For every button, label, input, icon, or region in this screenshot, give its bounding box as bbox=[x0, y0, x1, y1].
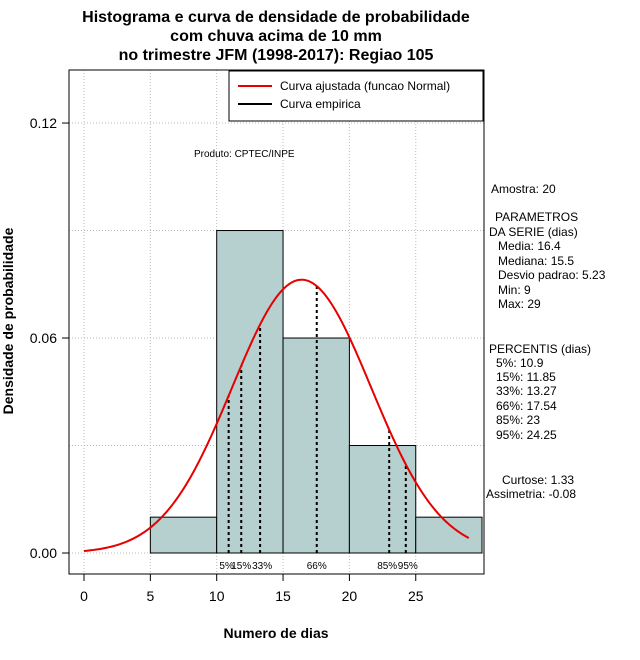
percentile-lines bbox=[227, 286, 407, 553]
x-axis-label: Numero de dias bbox=[223, 625, 328, 641]
y-axis: 0.00 0.06 0.12 bbox=[30, 115, 69, 561]
stat-sample: Amostra: 20 bbox=[491, 182, 556, 196]
percentile-label: 33% bbox=[252, 561, 272, 572]
x-tick-label: 0 bbox=[80, 588, 88, 604]
stat-max: Max: 29 bbox=[498, 297, 541, 311]
stat-media: Media: 16.4 bbox=[498, 239, 561, 253]
x-tick-label: 20 bbox=[342, 588, 358, 604]
stat-p95: 95%: 24.25 bbox=[496, 428, 557, 442]
stats-panel: Amostra: 20 PARAMETROS DA SERIE (dias) M… bbox=[486, 182, 606, 501]
stat-p33: 33%: 13.27 bbox=[496, 384, 557, 398]
stat-desvio: Desvio padrao: 5.23 bbox=[498, 268, 606, 282]
x-tick-label: 25 bbox=[408, 588, 424, 604]
histogram-bar bbox=[348, 445, 417, 554]
stat-mediana: Mediana: 15.5 bbox=[498, 254, 574, 268]
plot-frame bbox=[68, 69, 485, 575]
stat-assimetria: Assimetria: -0.08 bbox=[486, 487, 576, 501]
stat-p66: 66%: 17.54 bbox=[496, 399, 557, 413]
chart-title-line-2: com chuva acima de 10 mm bbox=[170, 28, 382, 45]
percentile-label: 5% bbox=[219, 561, 234, 572]
product-credit: Produto: CPTEC/INPE bbox=[194, 149, 295, 160]
percentile-label: 85% bbox=[377, 561, 397, 572]
stat-percentis-header: PERCENTIS (dias) bbox=[489, 342, 591, 356]
histogram-bar bbox=[149, 516, 218, 554]
histogram-bars bbox=[149, 230, 483, 554]
legend-label-fitted: Curva ajustada (funcao Normal) bbox=[280, 79, 450, 93]
stat-p5: 5%: 10.9 bbox=[496, 356, 544, 370]
stat-curtose: Curtose: 1.33 bbox=[502, 473, 574, 487]
x-axis: 0 5 10 15 20 25 bbox=[80, 574, 424, 604]
percentile-labels: 5%15% 33% 66% 85% 95% bbox=[219, 561, 417, 572]
stat-params-header-1: PARAMETROS bbox=[495, 210, 578, 224]
percentile-label: 95% bbox=[398, 561, 418, 572]
stat-min: Min: 9 bbox=[498, 283, 531, 297]
percentile-label: 15% bbox=[231, 561, 251, 572]
legend: Curva ajustada (funcao Normal) Curva emp… bbox=[228, 70, 484, 122]
y-tick-label: 0.06 bbox=[30, 330, 57, 346]
legend-label-empirical: Curva empirica bbox=[280, 97, 361, 111]
legend-box bbox=[228, 70, 484, 122]
y-tick-label: 0.00 bbox=[30, 545, 57, 561]
histogram-bar bbox=[415, 516, 483, 554]
x-tick-label: 15 bbox=[275, 588, 291, 604]
x-tick-label: 10 bbox=[209, 588, 225, 604]
histogram-bar bbox=[282, 337, 350, 554]
stat-params-header-2: DA SERIE (dias) bbox=[489, 225, 578, 239]
histogram-bar bbox=[216, 230, 284, 554]
fitted-normal-curve bbox=[83, 278, 470, 552]
chart-title-line-3: no trimestre JFM (1998-2017): Regiao 105 bbox=[119, 47, 434, 64]
x-tick-label: 5 bbox=[146, 588, 154, 604]
y-axis-label: Densidade de probabilidade bbox=[0, 227, 16, 414]
percentile-label: 66% bbox=[307, 561, 327, 572]
stat-p85: 85%: 23 bbox=[496, 413, 540, 427]
chart-title-line-1: Histograma e curva de densidade de proba… bbox=[82, 9, 470, 26]
stat-p15: 15%: 11.85 bbox=[496, 370, 556, 384]
y-tick-label: 0.12 bbox=[30, 115, 57, 131]
